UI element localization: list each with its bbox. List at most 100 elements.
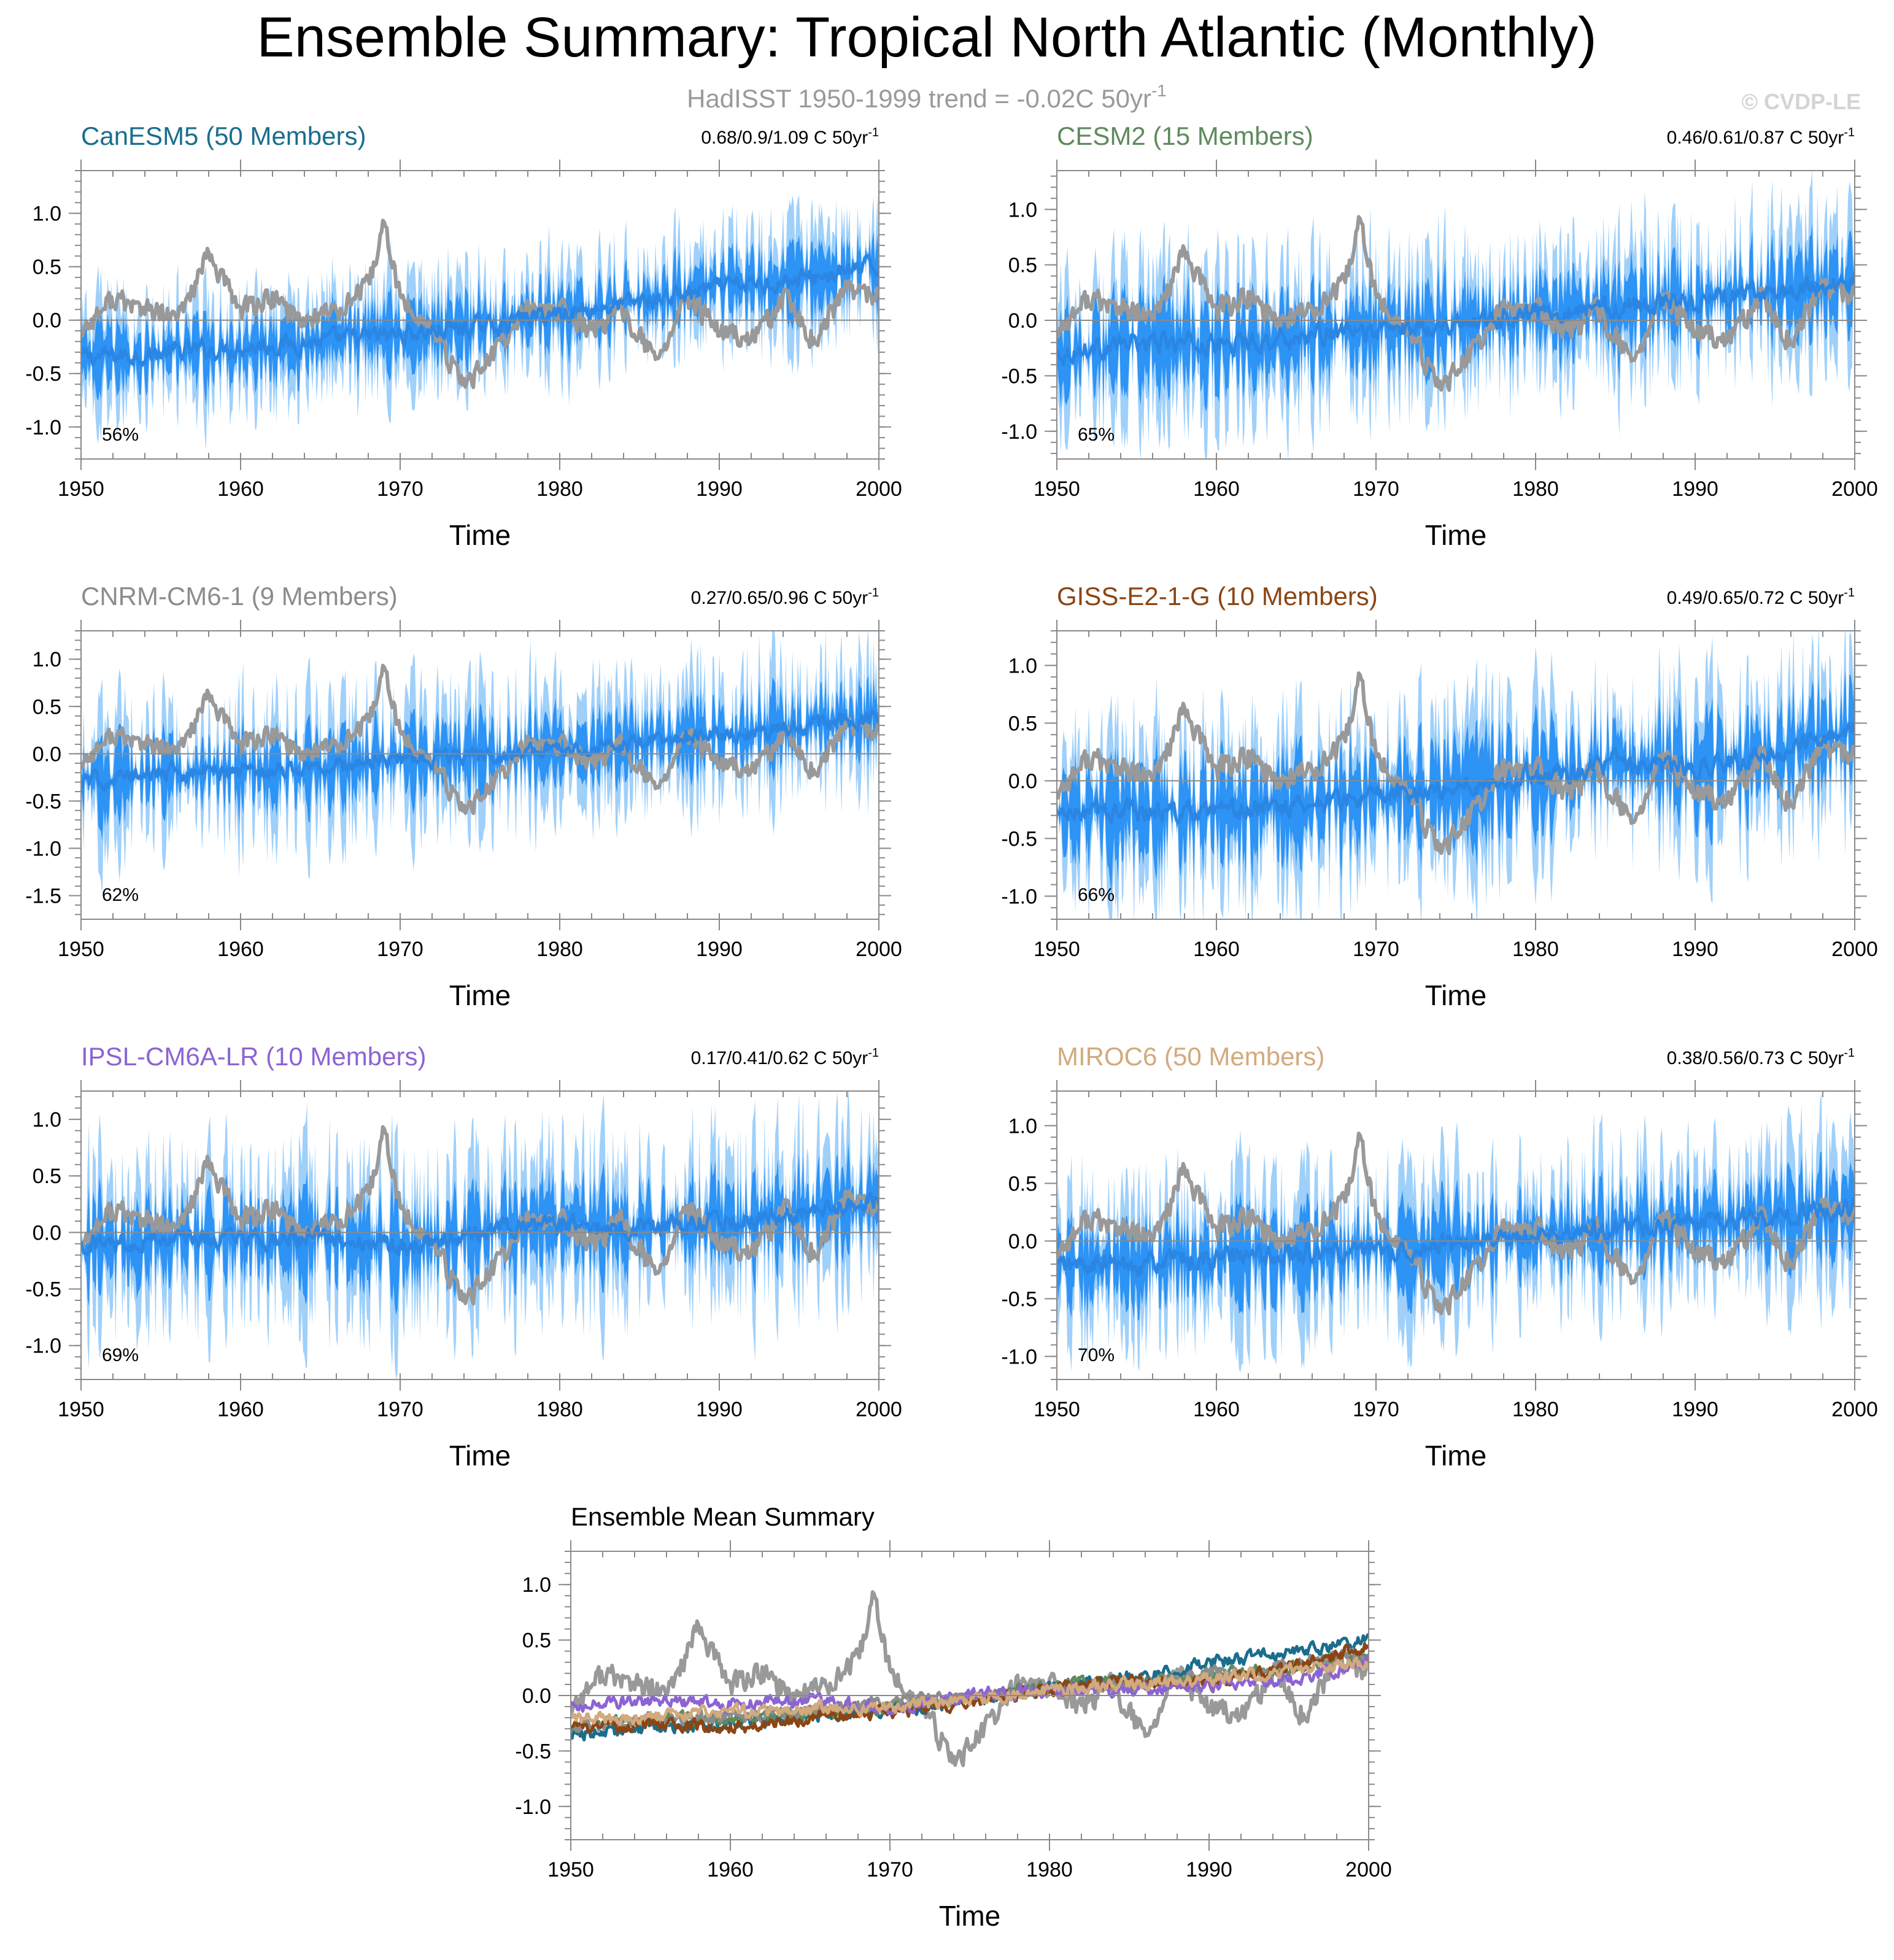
panel-7: Ensemble Mean Summary 1950 1960 1970 1980 199… — [515, 1502, 1391, 1932]
y-tick-label: -0.5 — [1001, 1287, 1037, 1311]
trend-label: 0.49/0.65/0.72 C 50yr-1 — [1667, 586, 1855, 608]
hadisst-line — [1057, 1132, 1855, 1316]
y-tick-label: -1.0 — [25, 1335, 61, 1358]
ensemble-mean-line — [1057, 272, 1855, 366]
x-tick-label: 1950 — [547, 1858, 594, 1881]
plot-frame — [1056, 170, 1855, 460]
x-tick-label: 2000 — [1345, 1858, 1392, 1881]
trend-label-text: 0.27/0.65/0.96 C 50yr — [691, 588, 868, 608]
plot-area — [1057, 631, 1855, 919]
y-tick-label: 0.0 — [33, 1221, 61, 1244]
y-tick-label: -1.0 — [1001, 885, 1037, 908]
trend-label: 0.46/0.61/0.87 C 50yr-1 — [1667, 126, 1855, 148]
x-tick-label: 1990 — [1672, 938, 1718, 961]
hadisst-line — [81, 663, 879, 816]
x-tick-label: 1970 — [1353, 938, 1399, 961]
x-tick-label: 1960 — [217, 1398, 264, 1421]
plot-area — [81, 1091, 879, 1379]
y-tick-label: 0.5 — [33, 695, 61, 719]
panels-group: CanESM5 (50 Members) 0.68/0.9/1.09 C 50yr… — [25, 122, 1877, 1932]
y-tick-label: 0.0 — [33, 743, 61, 766]
x-tick-label: 1960 — [1193, 477, 1240, 501]
y-tick-label: 1.0 — [1008, 1114, 1037, 1138]
x-tick-label: 1960 — [217, 938, 264, 961]
x-tick-label: 2000 — [1831, 938, 1878, 961]
plot-area — [81, 194, 879, 451]
figure-title: Ensemble Summary: Tropical North Atlanti… — [257, 6, 1596, 69]
x-tick-label: 2000 — [1831, 477, 1878, 501]
y-tick-label: 0.5 — [33, 1165, 61, 1188]
x-tick-label: 1980 — [536, 938, 583, 961]
ensemble-mean-line — [81, 709, 879, 792]
x-tick-label: 1990 — [696, 938, 743, 961]
panel-5: IPSL-CM6A-LR (10 Members) 0.17/0.41/0.62 … — [25, 1042, 902, 1472]
x-tick-label: 1970 — [377, 477, 423, 501]
y-tick-label: -1.0 — [1001, 1345, 1037, 1368]
x-tick-label: 1970 — [377, 1398, 423, 1421]
trend-label-text: 0.46/0.61/0.87 C 50yr — [1667, 128, 1844, 148]
trend-label-text: 0.68/0.9/1.09 C 50yr — [701, 128, 868, 148]
x-axis-label: Time — [1425, 979, 1487, 1011]
cvdp-watermark: © CVDP-LE — [1741, 89, 1861, 114]
plot-area — [1057, 1091, 1855, 1373]
trend-label: 0.27/0.65/0.96 C 50yr-1 — [691, 586, 879, 608]
percent-label: 70% — [1078, 1345, 1115, 1365]
x-tick-label: 1990 — [1672, 477, 1718, 501]
y-tick-label: 0.0 — [33, 309, 61, 333]
panel-title: CNRM-CM6-1 (9 Members) — [81, 582, 398, 611]
x-tick-label: 1990 — [1672, 1398, 1718, 1421]
x-tick-label: 1970 — [1353, 477, 1399, 501]
plot-area — [1057, 171, 1855, 459]
x-tick-label: 1990 — [696, 477, 743, 501]
trend-label-superscript: -1 — [1844, 126, 1855, 139]
panel-title: GISS-E2-1-G (10 Members) — [1057, 582, 1378, 611]
y-tick-label: 1.0 — [33, 1108, 61, 1132]
trend-label: 0.68/0.9/1.09 C 50yr-1 — [701, 126, 879, 148]
y-tick-label: 0.5 — [1008, 712, 1037, 735]
panel-4: GISS-E2-1-G (10 Members) 0.49/0.65/0.72 C… — [1001, 582, 1877, 1011]
x-axis-label: Time — [449, 1440, 511, 1472]
hadisst-line — [1057, 671, 1855, 855]
plot-frame — [80, 170, 879, 460]
ensemble-inner-band — [1057, 660, 1855, 895]
y-tick-label: -0.5 — [25, 363, 61, 386]
panel-3: CNRM-CM6-1 (9 Members) 0.27/0.65/0.96 C 5… — [25, 582, 902, 1011]
x-tick-label: 1950 — [1034, 477, 1080, 501]
trend-label-text: 0.49/0.65/0.72 C 50yr — [1667, 588, 1844, 608]
x-tick-label: 1980 — [1026, 1858, 1073, 1881]
y-tick-label: 0.0 — [1008, 1230, 1037, 1253]
hadisst-line — [81, 218, 879, 390]
plot-frame — [80, 630, 879, 920]
trend-label-text: 0.38/0.56/0.73 C 50yr — [1667, 1048, 1844, 1068]
trend-label-superscript: -1 — [868, 586, 879, 600]
percent-label: 65% — [1078, 425, 1115, 445]
panel-title: CanESM5 (50 Members) — [81, 122, 366, 150]
x-tick-label: 1950 — [1034, 1398, 1080, 1421]
y-tick-label: -0.5 — [1001, 827, 1037, 851]
x-tick-label: 1950 — [58, 1398, 104, 1421]
y-tick-label: -1.0 — [515, 1796, 551, 1819]
trend-label-superscript: -1 — [868, 126, 879, 139]
y-tick-label: 0.0 — [1008, 770, 1037, 793]
y-tick-label: 1.0 — [1008, 654, 1037, 677]
ensemble-mean-line — [1057, 721, 1855, 825]
ensemble-mean-line — [1057, 1197, 1855, 1278]
y-tick-label: 0.0 — [1008, 309, 1037, 333]
panel-title: MIROC6 (50 Members) — [1057, 1042, 1324, 1071]
y-tick-label: -1.0 — [25, 416, 61, 439]
hadisst-line — [1057, 215, 1855, 392]
panel-6: MIROC6 (50 Members) 0.38/0.56/0.73 C 50yr… — [1001, 1042, 1877, 1472]
trend-label-superscript: -1 — [1844, 586, 1855, 600]
x-axis-label: Time — [449, 979, 511, 1011]
y-tick-label: 0.5 — [33, 256, 61, 279]
x-tick-label: 1960 — [707, 1858, 754, 1881]
y-tick-label: 0.5 — [522, 1629, 551, 1653]
ensemble-mean-line — [81, 254, 879, 367]
plot-frame — [1056, 630, 1855, 920]
x-tick-label: 1960 — [1193, 938, 1240, 961]
plot-frame — [1056, 1090, 1855, 1380]
hadisst-line — [81, 1125, 879, 1306]
x-tick-label: 2000 — [856, 1398, 902, 1421]
x-tick-label: 1950 — [58, 938, 104, 961]
